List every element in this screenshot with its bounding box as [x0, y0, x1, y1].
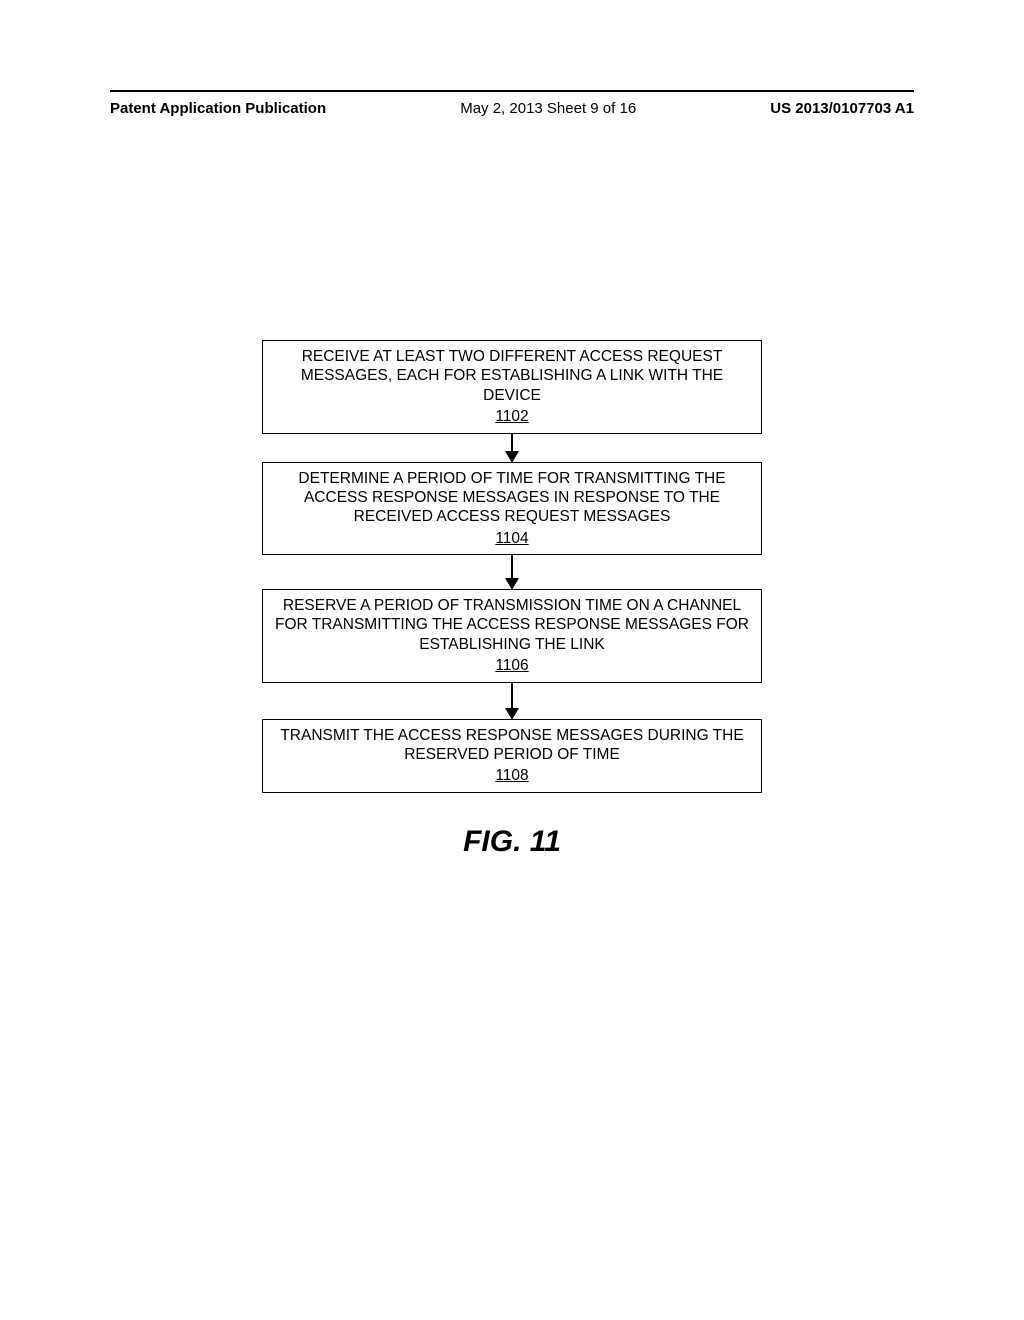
- flow-node-ref: 1106: [495, 656, 528, 675]
- flowchart: RECEIVE AT LEAST TWO DIFFERENT ACCESS RE…: [0, 340, 1024, 859]
- flow-node-ref: 1104: [495, 529, 528, 548]
- flow-arrow: [511, 555, 513, 589]
- page: Patent Application Publication May 2, 20…: [0, 0, 1024, 1320]
- flow-arrow: [511, 683, 513, 719]
- flow-node-1106: RESERVE A PERIOD OF TRANSMISSION TIME ON…: [262, 589, 762, 683]
- flow-node-text: DETERMINE A PERIOD OF TIME FOR TRANSMITT…: [298, 470, 725, 526]
- header-center: May 2, 2013 Sheet 9 of 16: [460, 100, 636, 117]
- header-left: Patent Application Publication: [110, 100, 326, 117]
- flow-node-1108: TRANSMIT THE ACCESS RESPONSE MESSAGES DU…: [262, 719, 762, 793]
- flow-node-text: RESERVE A PERIOD OF TRANSMISSION TIME ON…: [275, 597, 749, 653]
- flow-arrow: [511, 434, 513, 462]
- header-row: Patent Application Publication May 2, 20…: [110, 100, 914, 117]
- flow-node-1104: DETERMINE A PERIOD OF TIME FOR TRANSMITT…: [262, 462, 762, 556]
- flow-node-1102: RECEIVE AT LEAST TWO DIFFERENT ACCESS RE…: [262, 340, 762, 434]
- flow-node-text: TRANSMIT THE ACCESS RESPONSE MESSAGES DU…: [280, 727, 743, 763]
- flow-node-ref: 1108: [495, 766, 528, 785]
- flow-node-ref: 1102: [495, 407, 528, 426]
- header-right: US 2013/0107703 A1: [770, 100, 914, 117]
- header-rule: [110, 90, 914, 92]
- figure-label: FIG. 11: [463, 825, 561, 859]
- flow-node-text: RECEIVE AT LEAST TWO DIFFERENT ACCESS RE…: [301, 348, 723, 404]
